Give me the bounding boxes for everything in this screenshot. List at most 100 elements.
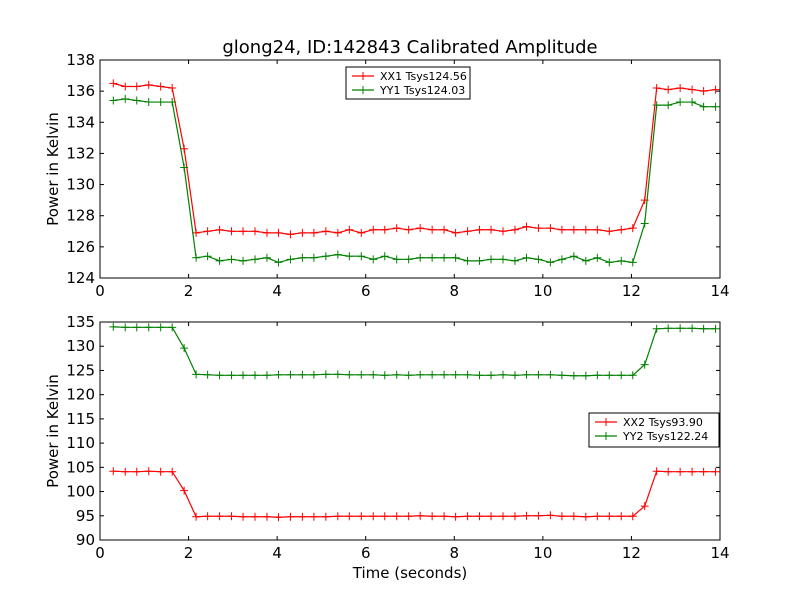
data-point [286,370,295,379]
data-point [156,323,165,332]
y-tick-label: 95 [76,507,95,525]
data-point [652,324,661,333]
data-point [286,255,295,264]
y-tick-label: 105 [66,458,95,476]
data-point [203,252,212,261]
data-point [215,225,224,234]
data-point [298,512,307,521]
y-tick-label: 110 [66,434,95,452]
data-point [404,371,413,380]
data-point [321,252,330,261]
data-point [499,370,507,379]
data-point [321,512,330,521]
data-point [522,222,531,231]
data-point [192,512,201,521]
data-point [309,370,318,379]
data-point [192,253,201,262]
data-point [569,512,578,521]
data-point [463,512,472,521]
data-point [192,370,201,379]
legend-marker [359,72,367,80]
data-point [203,227,212,236]
data-point [487,255,496,264]
data-point [121,323,130,332]
data-point [487,225,496,234]
data-point [144,467,153,476]
data-point [180,163,189,172]
data-point [203,512,212,521]
y-tick-label: 136 [66,82,95,100]
data-point [380,252,389,261]
data-point [475,256,484,265]
data-point [569,252,578,261]
data-point [581,256,590,265]
data-point [569,225,578,234]
data-point [676,84,685,93]
data-point [510,512,519,521]
data-point [380,371,389,380]
x-tick-label: 6 [361,544,371,562]
data-point [593,225,602,234]
series-1 [109,79,720,239]
data-point [121,82,130,91]
data-point [652,467,661,476]
legend-box [588,412,720,448]
data-point [546,224,555,233]
data-point [239,256,248,265]
data-point [475,225,484,234]
data-point [203,370,212,379]
data-point [699,87,708,96]
plot-frame [99,321,721,541]
data-point [180,344,189,353]
data-point [534,255,543,264]
data-point [522,370,531,379]
data-point [215,256,224,265]
data-point [688,467,697,476]
data-point [676,467,685,476]
data-point [510,371,519,380]
top-plot: 0 2 4 6 8 10 12 14 124 126 128 130 132 134 136 138 Power… [44,51,730,300]
data-point [688,98,697,107]
data-point [156,82,165,91]
x-tick-label: 4 [272,544,282,562]
data-point [640,219,649,228]
y-tick-label: 130 [66,337,95,355]
data-point [593,512,602,521]
data-point [333,370,342,379]
data-point [664,85,673,94]
data-point [688,324,697,333]
data-point [132,82,141,91]
data-point [593,371,602,380]
y-tick-label: 128 [66,207,95,225]
data-point [617,256,626,265]
y-tick-label: 130 [66,176,95,194]
data-point [156,467,165,476]
series-2 [109,322,720,380]
data-point [652,84,661,93]
data-point [345,512,354,521]
y-tick-label: 132 [66,144,95,162]
x-tick-label: 10 [533,544,552,562]
series-line [113,82,716,236]
y-axis-title: Power in Kelvin [44,374,62,488]
x-tick-label: 14 [710,282,729,300]
data-point [109,79,118,88]
x-tick-label: 2 [184,544,194,562]
data-point [416,253,425,262]
figure-title: glong24, ID:142843 Calibrated Amplitude [222,37,597,58]
data-point [440,225,449,234]
data-point [451,370,460,379]
data-point [168,84,177,93]
data-point [404,225,413,234]
data-point [605,512,614,521]
data-point [475,512,484,521]
y-tick-label: 126 [66,238,95,256]
x-tick-label: 4 [272,282,282,300]
data-point [274,513,283,522]
data-point [640,360,649,369]
data-point [357,512,366,521]
data-point [404,255,413,264]
y-tick-label: 134 [66,113,95,131]
data-point [711,324,720,333]
data-point [428,370,437,379]
